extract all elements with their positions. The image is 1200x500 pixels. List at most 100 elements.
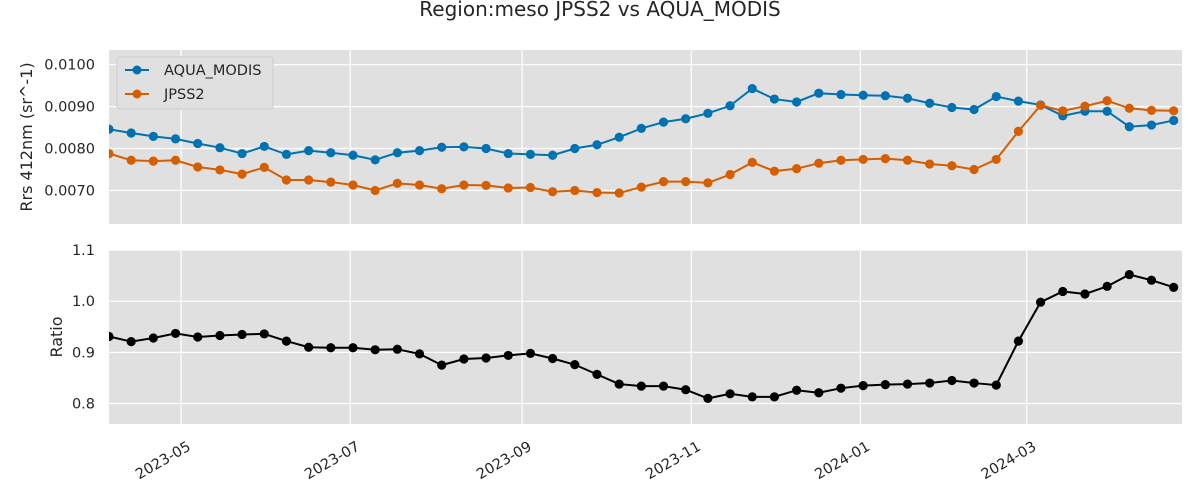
data-point-ratio	[969, 378, 979, 388]
data-point-jpss2	[1102, 96, 1112, 106]
data-point-jpss2	[681, 177, 691, 187]
data-point-ratio	[503, 350, 513, 361]
data-point-ratio	[570, 360, 580, 370]
data-point-jpss2	[792, 164, 802, 174]
data-point-ratio	[947, 375, 957, 386]
series-ratio	[109, 269, 1179, 404]
data-point-jpss2	[126, 155, 136, 165]
data-point-jpss2	[193, 162, 203, 172]
data-point-jpss2	[703, 178, 713, 188]
data-point-aqua-modis	[259, 141, 269, 152]
data-point-jpss2	[548, 187, 558, 197]
data-point-ratio	[636, 381, 646, 391]
data-point-aqua-modis	[814, 88, 824, 98]
data-point-aqua-modis	[503, 148, 513, 159]
legend-box	[116, 56, 274, 110]
data-point-ratio	[858, 381, 868, 391]
data-point-ratio	[437, 360, 447, 370]
x-tick-label: 2024-03	[979, 439, 1039, 483]
data-point-aqua-modis	[304, 146, 314, 156]
data-point-jpss2	[503, 183, 513, 193]
x-axis-ticks: 2023-05 2023-07 2023-09 2023-11 2024-01 2024-…	[133, 439, 1039, 483]
legend-marker-jpss2	[132, 89, 142, 99]
data-point-jpss2	[925, 159, 935, 169]
x-tick-label: 2023-07	[302, 439, 362, 483]
data-point-jpss2	[969, 164, 979, 175]
data-point-ratio	[1146, 275, 1157, 285]
data-point-jpss2	[481, 180, 491, 191]
legend: AQUA_MODIS JPSS2	[116, 56, 274, 110]
rrs-y-ticks: 0.0070 0.0080 0.0090 0.0100	[44, 58, 95, 200]
data-point-ratio	[1080, 289, 1090, 299]
data-point-ratio	[880, 379, 890, 390]
data-point-ratio	[459, 354, 469, 364]
rrs-gridlines	[109, 50, 1182, 224]
chart-title: Region:meso JPSS2 vs AQUA_MODIS	[419, 0, 780, 21]
legend-marker-aqua-modis	[132, 65, 142, 75]
ratio-gridlines	[109, 249, 1182, 424]
data-point-aqua-modis	[148, 131, 158, 141]
data-point-ratio	[792, 385, 802, 395]
data-point-ratio	[991, 380, 1001, 390]
data-point-aqua-modis	[525, 149, 536, 159]
data-point-aqua-modis	[902, 93, 913, 103]
data-point-ratio	[370, 345, 380, 355]
data-point-jpss2	[109, 148, 114, 159]
data-point-aqua-modis	[769, 94, 780, 104]
data-point-ratio	[481, 353, 491, 363]
rrs-y-axis-label: Rrs 412nm (sr^-1)	[17, 62, 36, 211]
data-point-aqua-modis	[170, 134, 181, 144]
data-point-aqua-modis	[548, 150, 558, 160]
data-point-jpss2	[902, 155, 913, 165]
data-point-ratio	[193, 332, 203, 342]
data-point-aqua-modis	[414, 146, 425, 156]
data-point-aqua-modis	[437, 142, 447, 152]
data-point-jpss2	[148, 156, 158, 166]
data-point-ratio	[592, 369, 602, 379]
x-tick-label: 2024-01	[812, 439, 872, 483]
data-point-aqua-modis	[481, 143, 491, 154]
data-point-ratio	[925, 378, 935, 388]
data-point-aqua-modis	[109, 124, 114, 134]
data-point-ratio	[148, 333, 158, 343]
data-point-jpss2	[614, 188, 624, 198]
data-point-ratio	[281, 336, 292, 346]
data-point-jpss2	[1169, 106, 1179, 116]
data-point-aqua-modis	[858, 90, 868, 100]
rrs-y-tick-label: 0.0100	[44, 58, 95, 74]
data-point-ratio	[1169, 282, 1179, 292]
data-point-aqua-modis	[614, 132, 624, 142]
data-point-ratio	[304, 342, 314, 352]
data-point-jpss2	[592, 187, 602, 198]
data-point-jpss2	[1013, 126, 1024, 136]
data-point-ratio	[259, 329, 269, 339]
data-point-ratio	[614, 379, 624, 389]
data-point-ratio	[814, 388, 824, 398]
data-point-aqua-modis	[880, 91, 890, 101]
rrs-panel: 0.0070 0.0080 0.0090 0.0100 Rrs 412nm (sr^-…	[17, 50, 1182, 224]
data-point-ratio	[126, 337, 136, 347]
data-point-aqua-modis	[636, 123, 646, 134]
rrs-y-tick-label: 0.0090	[44, 100, 95, 116]
data-point-aqua-modis	[1146, 120, 1157, 130]
data-point-jpss2	[525, 182, 536, 193]
legend-label-aqua-modis: AQUA_MODIS	[164, 63, 261, 79]
data-point-ratio	[681, 385, 691, 395]
data-point-aqua-modis	[1013, 96, 1024, 106]
data-point-jpss2	[237, 169, 247, 179]
data-point-ratio	[658, 381, 669, 391]
data-point-ratio	[1124, 269, 1134, 280]
data-point-aqua-modis	[1169, 115, 1179, 126]
data-point-aqua-modis	[681, 114, 691, 124]
data-point-jpss2	[1035, 100, 1046, 110]
data-point-jpss2	[769, 166, 780, 176]
data-point-ratio	[548, 353, 558, 364]
ratio-y-axis-label: Ratio	[47, 316, 66, 357]
data-point-jpss2	[370, 185, 380, 196]
data-point-jpss2	[437, 184, 447, 194]
data-point-jpss2	[947, 161, 957, 171]
data-point-aqua-modis	[326, 148, 336, 158]
data-point-ratio	[769, 392, 780, 402]
data-point-aqua-modis	[237, 148, 247, 159]
